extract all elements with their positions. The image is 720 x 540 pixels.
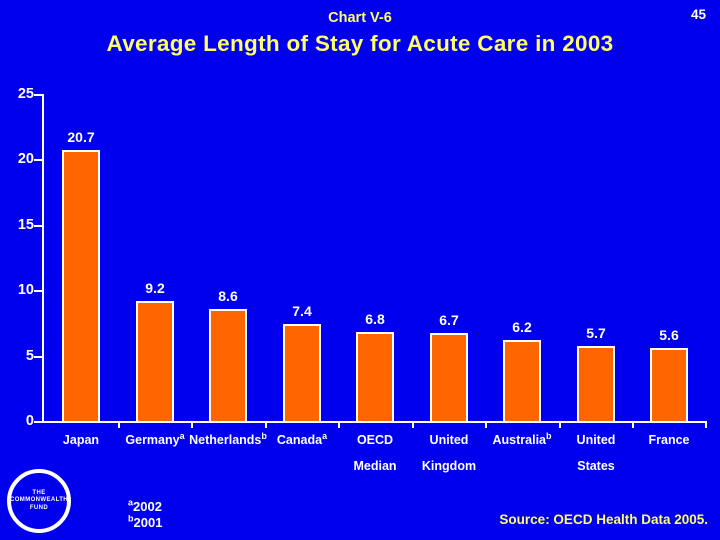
chart-number-kicker: Chart V-6 [328,10,392,26]
bar-canada [283,324,321,421]
footnote-b-marker: b [128,513,134,524]
category-label-canada: Canadaa [276,430,328,447]
y-tick-label: 5 [25,348,34,364]
category-label-united-kingdom: United Kingdom [421,433,477,473]
x-tick [338,421,340,428]
category-label-japan: Japan [62,433,100,447]
y-tick-label: 10 [17,282,34,298]
x-tick [705,421,707,428]
category-label-france: France [648,433,690,447]
footnote-a-text: 2002 [133,499,162,514]
bar-value-label-united-states: 5.7 [586,325,606,341]
y-axis-line [42,94,44,423]
bar-united-kingdom [430,333,468,421]
bar-value-label-japan: 20.7 [67,129,95,145]
category-label-germany: Germanya [125,430,185,447]
bar-australia [503,340,541,421]
footnote-a-marker: a [128,497,134,508]
y-tick [34,290,42,292]
footnote-marker-canada: a [322,430,328,441]
page-number: 45 [691,7,707,22]
y-tick [34,421,42,423]
x-tick [191,421,193,428]
x-tick [265,421,267,428]
bar-value-label-oecd-median: 6.8 [365,311,385,327]
footnote-marker-germany: a [179,430,185,441]
footnote-a: a2002 [128,497,162,515]
bar-united-states [577,346,615,421]
x-tick [559,421,561,428]
y-tick [34,159,42,161]
commonwealth-fund-logo: THE COMMONWEALTH FUND [7,469,71,533]
logo-line-3: FUND [29,504,49,511]
source-note: Source: OECD Health Data 2005. [499,512,708,527]
bar-value-label-france: 5.6 [659,327,679,343]
bar-value-label-united-kingdom: 6.7 [439,312,459,328]
category-label-australia: Australiab [492,430,552,447]
y-tick [34,356,42,358]
slide-title: Average Length of Stay for Acute Care in… [106,31,614,56]
y-tick-label: 0 [25,413,34,429]
x-tick [118,421,120,428]
x-tick [632,421,634,428]
y-tick-label: 15 [17,217,34,233]
category-label-netherlands: Netherlandsb [189,430,267,447]
y-tick [34,225,42,227]
bar-germany [136,301,174,421]
y-tick-label: 25 [17,86,34,102]
bar-oecd-median [356,332,394,421]
bar-value-label-canada: 7.4 [292,303,312,319]
y-tick-label: 20 [17,151,34,167]
x-tick [485,421,487,428]
bar-japan [62,150,100,421]
x-tick [412,421,414,428]
bar-value-label-netherlands: 8.6 [218,288,238,304]
category-label-united-states: United States [576,433,616,473]
x-axis-line [42,421,707,423]
footnote-marker-netherlands: b [261,430,267,441]
category-label-oecd-median: OECD Median [353,433,397,473]
footnotes: a2002 b2001 [128,497,163,531]
bar-france [650,348,688,421]
footnote-marker-australia: b [546,430,552,441]
logo-line-1: THE [32,489,46,496]
bar-value-label-australia: 6.2 [512,319,532,335]
bar-netherlands [209,309,247,421]
logo-line-2: COMMONWEALTH [10,497,69,504]
y-tick [34,94,42,96]
footnote-b-text: 2001 [133,514,163,530]
bar-value-label-germany: 9.2 [145,280,165,296]
footnote-b: b2001 [128,513,163,531]
